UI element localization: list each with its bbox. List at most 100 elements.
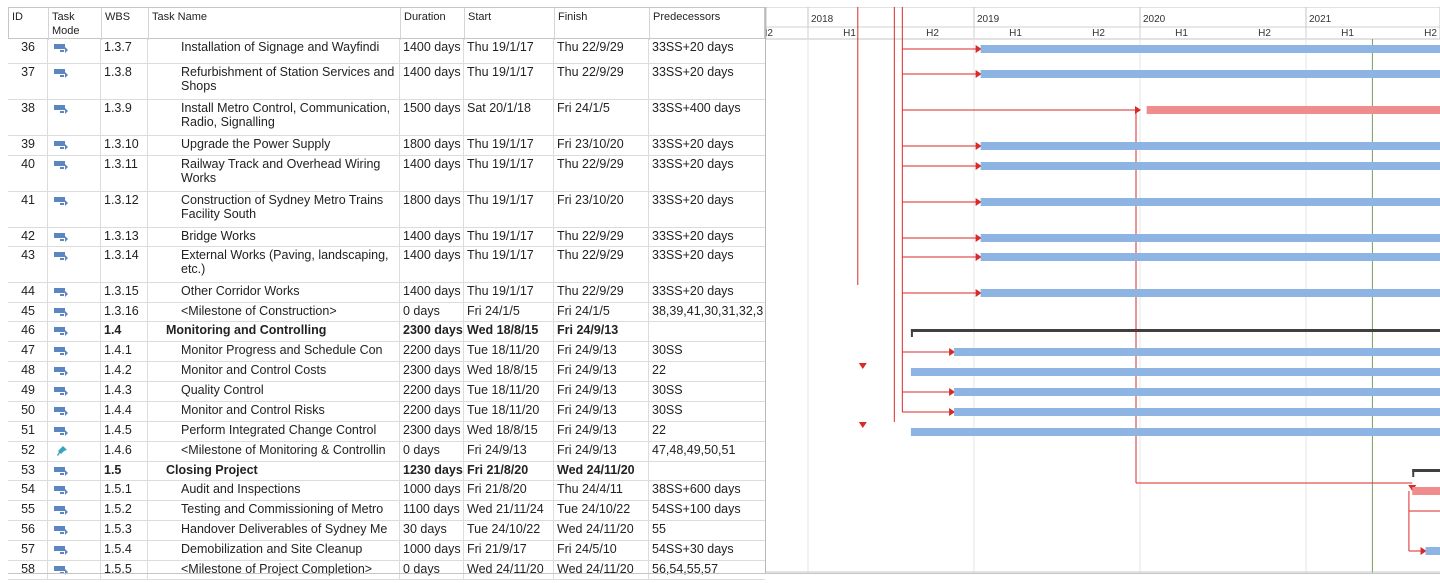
task-name-cell[interactable]: Other Corridor Works: [148, 283, 400, 302]
task-mode-cell[interactable]: [48, 462, 101, 480]
table-row[interactable]: 40 1.3.11 Railway Track and Overhead Wirin…: [8, 156, 765, 192]
predecessors-cell[interactable]: 22: [652, 363, 666, 377]
task-mode-cell[interactable]: [48, 136, 101, 155]
start-cell[interactable]: Thu 19/1/17: [464, 192, 554, 227]
duration-cell[interactable]: 2300 days: [400, 422, 464, 441]
duration-cell[interactable]: 1400 days: [400, 228, 464, 246]
task-name-cell[interactable]: Bridge Works: [148, 228, 400, 246]
task-name-cell[interactable]: External Works (Paving, landscaping, etc…: [148, 247, 400, 282]
wbs-cell[interactable]: 1.3.12: [101, 192, 148, 227]
task-mode-cell[interactable]: [48, 382, 101, 401]
task-id-cell[interactable]: 53: [8, 462, 48, 480]
task-mode-cell[interactable]: [48, 228, 101, 246]
predecessors-cell[interactable]: 33SS+20 days: [652, 284, 734, 298]
finish-cell[interactable]: Fri 24/9/13: [554, 342, 649, 361]
predecessors-cell[interactable]: 33SS+20 days: [652, 40, 734, 54]
start-cell[interactable]: Thu 19/1/17: [464, 39, 554, 63]
wbs-cell[interactable]: 1.4.1: [101, 342, 148, 361]
task-mode-cell[interactable]: [48, 322, 101, 341]
duration-cell[interactable]: 30 days: [400, 521, 464, 540]
duration-cell[interactable]: 1000 days: [400, 481, 464, 500]
table-row[interactable]: 58 1.5.5 <Milestone of Project Completion>…: [8, 561, 765, 580]
finish-cell[interactable]: Fri 24/9/13: [554, 402, 649, 421]
finish-cell[interactable]: Thu 24/4/11: [554, 481, 649, 500]
task-id-cell[interactable]: 39: [8, 136, 48, 155]
table-row[interactable]: 47 1.4.1 Monitor Progress and Schedule Con…: [8, 342, 765, 362]
predecessors-cell[interactable]: 47,48,49,50,51: [652, 443, 736, 457]
table-row[interactable]: 49 1.4.3 Quality Control 2200 days Tue 18/11…: [8, 382, 765, 402]
predecessors-cell[interactable]: 54SS+30 days: [652, 542, 734, 556]
start-cell[interactable]: Tue 24/10/22: [464, 521, 554, 540]
table-row[interactable]: 50 1.4.4 Monitor and Control Risks 2200 day…: [8, 402, 765, 422]
start-cell[interactable]: Tue 18/11/20: [464, 342, 554, 361]
task-name-cell[interactable]: Demobilization and Site Cleanup: [148, 541, 400, 560]
wbs-cell[interactable]: 1.4.6: [101, 442, 148, 461]
task-id-cell[interactable]: 49: [8, 382, 48, 401]
task-name-cell[interactable]: Monitoring and Controlling: [148, 322, 400, 341]
task-id-cell[interactable]: 48: [8, 362, 48, 381]
duration-cell[interactable]: 0 days: [400, 442, 464, 461]
predecessors-cell[interactable]: 55: [652, 522, 666, 536]
wbs-cell[interactable]: 1.3.13: [101, 228, 148, 246]
duration-cell[interactable]: 1100 days: [400, 501, 464, 520]
finish-cell[interactable]: Fri 24/9/13: [554, 442, 649, 461]
predecessors-cell[interactable]: 56,54,55,57: [652, 562, 719, 576]
duration-cell[interactable]: 1400 days: [400, 247, 464, 282]
table-row[interactable]: 42 1.3.13 Bridge Works 1400 days Thu 19/1/17…: [8, 228, 765, 247]
predecessors-cell[interactable]: [649, 322, 765, 341]
task-id-cell[interactable]: 37: [8, 64, 48, 99]
task-id-cell[interactable]: 56: [8, 521, 48, 540]
start-cell[interactable]: Wed 21/11/24: [464, 501, 554, 520]
col-header-finish[interactable]: Finish: [555, 8, 650, 40]
duration-cell[interactable]: 1400 days: [400, 64, 464, 99]
task-mode-cell[interactable]: [48, 156, 101, 191]
start-cell[interactable]: Wed 18/8/15: [464, 322, 554, 341]
task-name-cell[interactable]: <Milestone of Construction>: [148, 303, 400, 321]
duration-cell[interactable]: 2300 days: [400, 322, 464, 341]
task-id-cell[interactable]: 36: [8, 39, 48, 63]
task-id-cell[interactable]: 41: [8, 192, 48, 227]
task-name-cell[interactable]: Construction of Sydney Metro Trains Faci…: [148, 192, 400, 227]
wbs-cell[interactable]: 1.4: [101, 322, 148, 341]
task-name-cell[interactable]: Installation of Signage and Wayfindi: [148, 39, 400, 63]
finish-cell[interactable]: Tue 24/10/22: [554, 501, 649, 520]
predecessors-cell[interactable]: 30SS: [652, 383, 683, 397]
table-row[interactable]: 53 1.5 Closing Project 1230 days Fri 21/8/20…: [8, 462, 765, 481]
start-cell[interactable]: Thu 19/1/17: [464, 156, 554, 191]
wbs-cell[interactable]: 1.3.14: [101, 247, 148, 282]
col-header-predecessors[interactable]: Predecessors: [653, 11, 721, 23]
task-name-cell[interactable]: Install Metro Control, Communication, Ra…: [148, 100, 400, 135]
wbs-cell[interactable]: 1.3.11: [101, 156, 148, 191]
start-cell[interactable]: Thu 19/1/17: [464, 64, 554, 99]
task-name-cell[interactable]: Monitor Progress and Schedule Con: [148, 342, 400, 361]
task-id-cell[interactable]: 50: [8, 402, 48, 421]
wbs-cell[interactable]: 1.5.2: [101, 501, 148, 520]
wbs-cell[interactable]: 1.4.3: [101, 382, 148, 401]
table-row[interactable]: 51 1.4.5 Perform Integrated Change Control…: [8, 422, 765, 442]
task-id-cell[interactable]: 45: [8, 303, 48, 321]
predecessors-cell[interactable]: 33SS+20 days: [652, 65, 734, 79]
start-cell[interactable]: Fri 21/9/17: [464, 541, 554, 560]
task-name-cell[interactable]: Quality Control: [148, 382, 400, 401]
task-mode-cell[interactable]: [48, 303, 101, 321]
task-name-cell[interactable]: <Milestone of Monitoring & Controllin: [148, 442, 400, 461]
task-id-cell[interactable]: 44: [8, 283, 48, 302]
finish-cell[interactable]: Thu 22/9/29: [554, 247, 649, 282]
task-mode-cell[interactable]: [48, 521, 101, 540]
finish-cell[interactable]: Fri 24/9/13: [554, 322, 649, 341]
finish-cell[interactable]: Fri 24/9/13: [554, 382, 649, 401]
finish-cell[interactable]: Wed 24/11/20: [554, 561, 649, 579]
predecessors-cell[interactable]: 33SS+20 days: [652, 248, 734, 262]
start-cell[interactable]: Thu 19/1/17: [464, 136, 554, 155]
table-row[interactable]: 57 1.5.4 Demobilization and Site Cleanup 10…: [8, 541, 765, 561]
start-cell[interactable]: Wed 24/11/20: [464, 561, 554, 579]
table-row[interactable]: 39 1.3.10 Upgrade the Power Supply 1800 day…: [8, 136, 765, 156]
start-cell[interactable]: Thu 19/1/17: [464, 283, 554, 302]
wbs-cell[interactable]: 1.5.3: [101, 521, 148, 540]
wbs-cell[interactable]: 1.5.5: [101, 561, 148, 579]
duration-cell[interactable]: 1800 days: [400, 136, 464, 155]
col-header-task-name[interactable]: Task Name: [149, 8, 401, 40]
task-id-cell[interactable]: 38: [8, 100, 48, 135]
task-id-cell[interactable]: 54: [8, 481, 48, 500]
task-mode-cell[interactable]: [48, 481, 101, 500]
